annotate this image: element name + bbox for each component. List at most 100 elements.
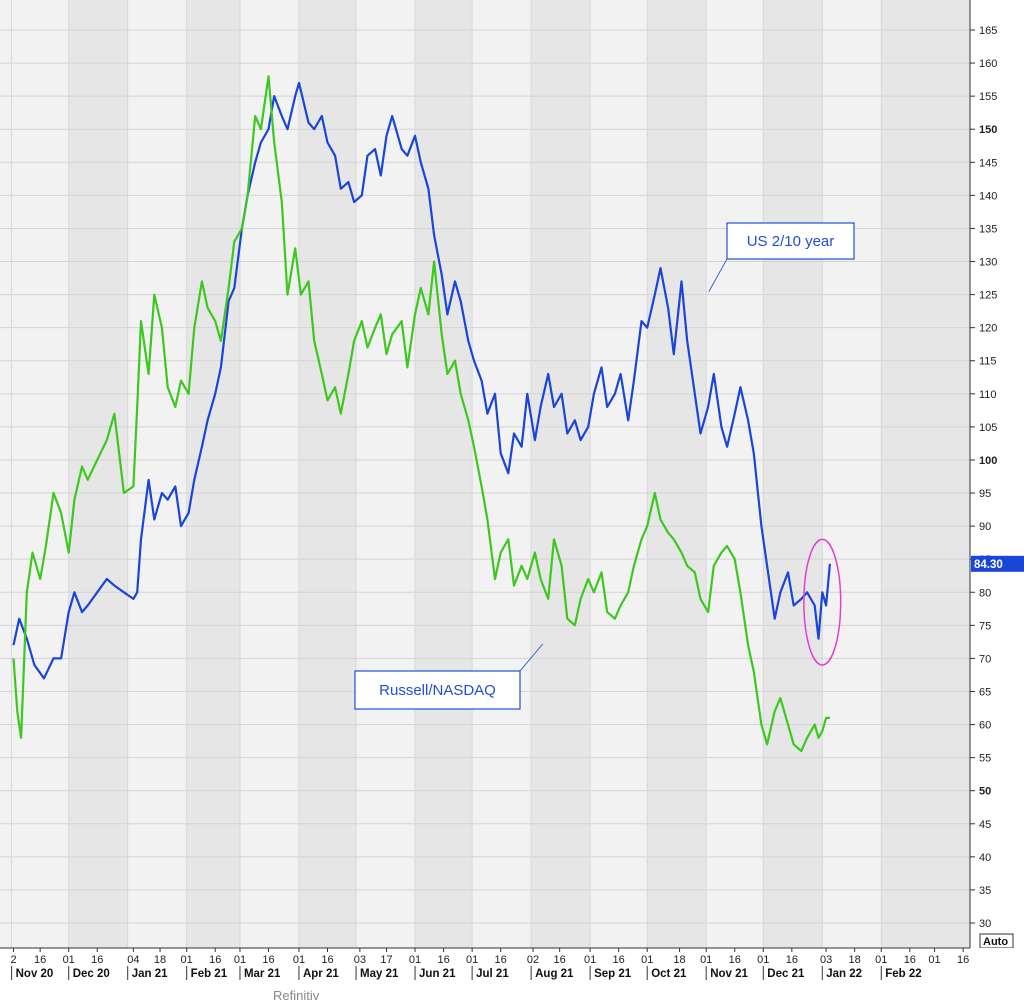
annotation-leader-us-2-10: [708, 258, 728, 292]
x-axis-background: [0, 948, 1024, 1006]
annotation-leader-russell-nasdaq: [519, 643, 544, 672]
x-tick-label: 16: [904, 954, 916, 966]
last-value-tag: [971, 555, 1024, 572]
auto-button-label: Auto: [983, 936, 1008, 948]
x-month-label: Oct 21: [651, 968, 687, 980]
y-tick-label: 160: [979, 58, 997, 70]
x-month-label: Dec 20: [73, 968, 110, 980]
month-band: [298, 0, 357, 948]
annotation-box-us-2-10: [726, 222, 855, 260]
x-tick-label: 01: [466, 954, 478, 966]
y-tick-label: 115: [979, 356, 997, 368]
y-tick-label: 40: [979, 852, 991, 864]
x-tick-label: 16: [437, 954, 449, 966]
x-tick-label: 16: [957, 954, 969, 966]
series-layer: [12, 75, 831, 753]
x-month-label: Jan 22: [826, 968, 862, 980]
annotation-russell-nasdaq: Russell/NASDAQ: [379, 682, 496, 699]
last-value-label: 84.30: [974, 559, 1003, 571]
x-tick-label: 01: [293, 954, 305, 966]
x-axis: 2 16 01 16 04 18 01 16 01 16 01 16 03 17 01 16 01 16 02 16 0…: [0, 947, 1024, 1006]
y-tick-label: 165: [979, 25, 997, 37]
x-tick-label: 17: [380, 954, 392, 966]
series-line-russell-nasdaq: [12, 75, 830, 753]
x-tick-label: 01: [875, 954, 887, 966]
y-tick-label: 95: [979, 488, 991, 500]
x-tick-label: 01: [409, 954, 421, 966]
x-month-label: Sep 21: [594, 968, 632, 980]
y-tick-label: 75: [979, 620, 991, 632]
y-axis: 3035404550556065707580859095100105110115…: [969, 0, 1024, 949]
x-tick-label: 16: [786, 954, 798, 966]
x-tick-label: 16: [321, 954, 333, 966]
month-band: [881, 0, 970, 948]
month-band: [68, 0, 128, 948]
y-tick-label: 155: [979, 91, 997, 103]
x-tick-label: 2: [10, 954, 16, 966]
y-tick-label: 125: [979, 290, 997, 302]
x-month-label: Apr 21: [303, 968, 339, 980]
x-tick-label: 16: [554, 954, 566, 966]
plot-background: [0, 0, 970, 948]
x-tick-label: 18: [849, 954, 861, 966]
y-tick-label: 45: [979, 819, 991, 831]
x-tick-label: 03: [820, 954, 832, 966]
x-month-label: Nov 21: [710, 968, 748, 980]
x-tick-label: 02: [527, 954, 539, 966]
overlay-layer: US 2/10 year Russell/NASDAQ: [354, 222, 855, 710]
month-band: [763, 0, 823, 948]
x-tick-label: 16: [262, 954, 274, 966]
y-tick-label: 105: [979, 422, 997, 434]
y-tick-label: 100: [979, 455, 997, 467]
x-tick-label: 01: [641, 954, 653, 966]
annotation-box-russell-nasdaq: [354, 670, 521, 710]
x-month-label: May 21: [360, 968, 399, 980]
y-tick-label: 60: [979, 720, 991, 732]
source-label: Refinitiv: [273, 988, 320, 1003]
x-tick-label: 16: [495, 954, 507, 966]
x-month-label: Mar 21: [244, 968, 281, 980]
month-band: [647, 0, 707, 948]
x-tick-label: 16: [34, 954, 46, 966]
x-month-label: Dec 21: [767, 968, 805, 980]
x-tick-label: 18: [154, 954, 166, 966]
x-tick-label: 03: [354, 954, 366, 966]
y-tick-label: 150: [979, 124, 997, 136]
y-tick-label: 70: [979, 653, 991, 665]
x-tick-label: 01: [584, 954, 596, 966]
x-month-label: Feb 21: [191, 968, 228, 980]
x-tick-label: 16: [729, 954, 741, 966]
month-band: [531, 0, 591, 948]
x-tick-label: 18: [673, 954, 685, 966]
month-band: [415, 0, 473, 948]
y-axis-background: [970, 0, 1024, 948]
y-tick-label: 145: [979, 157, 997, 169]
y-tick-label: 80: [979, 587, 991, 599]
y-tick-label: 65: [979, 686, 991, 698]
x-tick-label: 01: [63, 954, 75, 966]
y-tick-label: 110: [979, 389, 997, 401]
month-bands: [0, 0, 970, 948]
series-line-us-2-10-year: [12, 81, 831, 680]
x-tick-label: 16: [613, 954, 625, 966]
y-tick-label: 130: [979, 257, 997, 269]
y-tick-label: 135: [979, 223, 997, 235]
y-tick-label: 30: [979, 918, 991, 930]
x-tick-label: 01: [181, 954, 193, 966]
x-tick-label: 01: [928, 954, 940, 966]
x-tick-label: 01: [700, 954, 712, 966]
x-month-label: Jan 21: [132, 968, 168, 980]
highlight-ellipse: [803, 538, 842, 666]
annotation-us-2-10: US 2/10 year: [747, 233, 835, 250]
x-tick-label: 16: [209, 954, 221, 966]
x-month-label: Feb 22: [885, 968, 921, 980]
x-month-label: Aug 21: [535, 968, 574, 980]
y-tick-label: 35: [979, 885, 991, 897]
x-month-label: Nov 20: [16, 968, 54, 980]
y-tick-label: 50: [979, 786, 991, 798]
x-tick-label: 01: [234, 954, 246, 966]
y-tick-label: 120: [979, 323, 997, 335]
x-month-label: Jun 21: [419, 968, 456, 980]
x-tick-label: 01: [757, 954, 769, 966]
